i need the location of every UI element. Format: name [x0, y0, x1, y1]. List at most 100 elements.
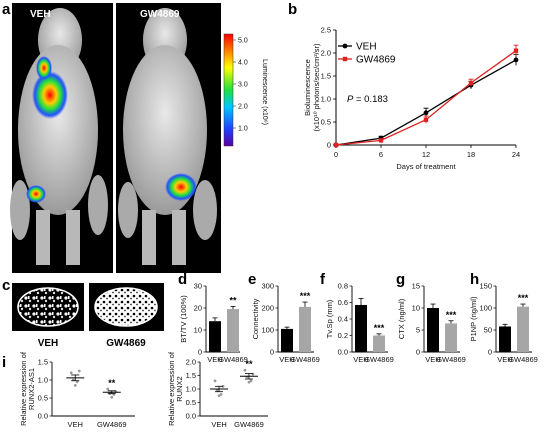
panel-letter-e: e	[248, 271, 256, 288]
y-tick-label: 100	[479, 304, 492, 313]
y-axis-label-gene: RUNX2-AS1	[27, 368, 36, 410]
colorbar-ticks: 5.0 4.0 3.0 2.0 1.0	[233, 38, 248, 133]
bar	[427, 308, 439, 352]
x-tick-label: GW4869	[290, 355, 320, 364]
y-tick-label: 150	[479, 282, 492, 291]
bar	[517, 306, 529, 352]
panel-c: VEH GW4869	[12, 283, 164, 349]
y-tick-label: 1.0	[321, 95, 331, 104]
y-tick-label: 100	[261, 326, 274, 335]
y-axis-label-units: (x10¹⁰ photons/sec/cm²/sr)	[312, 43, 321, 132]
y-tick-label: 1.5	[38, 358, 48, 367]
x-tick-label: VEH	[279, 355, 294, 364]
colorbar-tick-label: 2.0	[238, 104, 248, 111]
panel-a-label-gw4869: GW4869	[140, 9, 180, 20]
data-point	[69, 371, 73, 375]
significance-marker: **	[245, 359, 253, 369]
y-tick-label: 1.0	[38, 376, 48, 385]
y-axis-label-gene: RUNX2	[175, 376, 184, 401]
bar	[281, 328, 293, 352]
x-tick-label: GW4869	[218, 355, 248, 364]
x-tick-label: VEH	[353, 355, 368, 364]
chart-runx2: 0.0 0.5 1.0 1.5 2.0 Relative expression of RUN…	[167, 351, 268, 429]
colorbar-tick-label: 4.0	[238, 60, 248, 67]
y-axis-label: Tv.Sp (mm)	[325, 299, 334, 338]
x-tick-label: VEH	[497, 355, 512, 364]
significance-marker: ***	[446, 310, 457, 320]
y-tick-label: 30	[194, 282, 202, 291]
y-tick-label: 10	[194, 326, 202, 335]
significance-marker: ***	[374, 323, 385, 333]
x-tick-label: GW4869	[234, 420, 264, 429]
x-tick-label: VEH	[211, 420, 226, 429]
y-tick-label: 0.4	[338, 315, 348, 324]
y-tick-label: 1.5	[321, 72, 331, 81]
data-point	[249, 379, 253, 383]
x-tick-label: GW4869	[508, 355, 538, 364]
x-tick-label: VEH	[425, 355, 440, 364]
legend-label: GW4869	[356, 55, 396, 66]
y-axis-label: Relative expression of	[19, 351, 28, 426]
y-tick-label: 0.5	[186, 398, 196, 407]
data-point	[73, 384, 77, 387]
panel-letter-f: f	[320, 271, 326, 288]
y-tick-label: 0.5	[38, 394, 48, 403]
y-tick-label: 2.0	[321, 49, 331, 58]
data-point	[468, 80, 474, 86]
legend-marker	[342, 56, 348, 62]
y-tick-label: 2.0	[186, 358, 196, 367]
data-point	[110, 395, 114, 399]
data-point	[213, 379, 217, 383]
y-tick-label: 0	[488, 348, 492, 357]
panel-c-label-veh: VEH	[38, 338, 59, 349]
bar	[499, 326, 511, 352]
y-axis-label: Connectivity	[251, 298, 260, 339]
data-point	[251, 372, 255, 376]
y-tick-label: 5	[416, 326, 420, 335]
x-tick-label: GW4869	[97, 420, 127, 429]
data-point	[378, 138, 384, 143]
y-tick-label: 0.8	[338, 282, 348, 291]
y-tick-label: 200	[261, 304, 274, 313]
significance-marker: ***	[518, 293, 529, 303]
data-point	[423, 110, 429, 116]
x-tick-label: 6	[379, 150, 383, 159]
data-point	[215, 388, 219, 392]
y-tick-label: 0.5	[321, 118, 331, 127]
p-value-number: = 0.183	[353, 94, 388, 105]
x-tick-label: 12	[422, 150, 430, 159]
y-tick-label: 0	[416, 348, 420, 357]
colorbar	[223, 33, 234, 147]
data-point	[219, 393, 223, 396]
y-tick-label: 0.6	[338, 298, 348, 307]
panel-letter-g: g	[396, 271, 405, 288]
chart-bioluminescence: 0 6 12 18 24 0 0.5 1.0 1.5 2.0 2.5 Days of treatmen…	[303, 26, 520, 172]
colorbar-tick-label: 1.0	[238, 126, 248, 133]
x-axis-label: Days of treatment	[396, 162, 456, 171]
colorbar-tick-label: 3.0	[238, 82, 248, 89]
p-value-symbol: P	[347, 94, 354, 105]
y-tick-label: 15	[412, 282, 420, 291]
y-tick-label: 0.0	[186, 412, 196, 421]
colorbar-tick-label: 5.0	[238, 38, 248, 45]
x-tick-label: 0	[334, 150, 338, 159]
x-tick-label: GW4869	[364, 355, 394, 364]
bar	[209, 321, 221, 352]
y-axis-label: Bioluminescence	[303, 59, 312, 116]
y-axis-label: Relative expression of	[167, 351, 176, 426]
panel-letter-a: a	[2, 1, 11, 18]
data-point	[247, 380, 251, 384]
y-tick-label: 0.0	[38, 412, 48, 421]
y-tick-label: 20	[194, 304, 202, 313]
bar	[299, 306, 311, 352]
panel-letter-d: d	[178, 271, 187, 288]
y-tick-label: 1.5	[186, 371, 196, 380]
y-tick-label: 300	[261, 282, 274, 291]
data-point	[77, 369, 81, 373]
data-point	[513, 48, 519, 53]
legend-label: VEH	[356, 42, 377, 53]
data-point	[217, 394, 221, 398]
panel-letter-i: i	[2, 354, 6, 371]
